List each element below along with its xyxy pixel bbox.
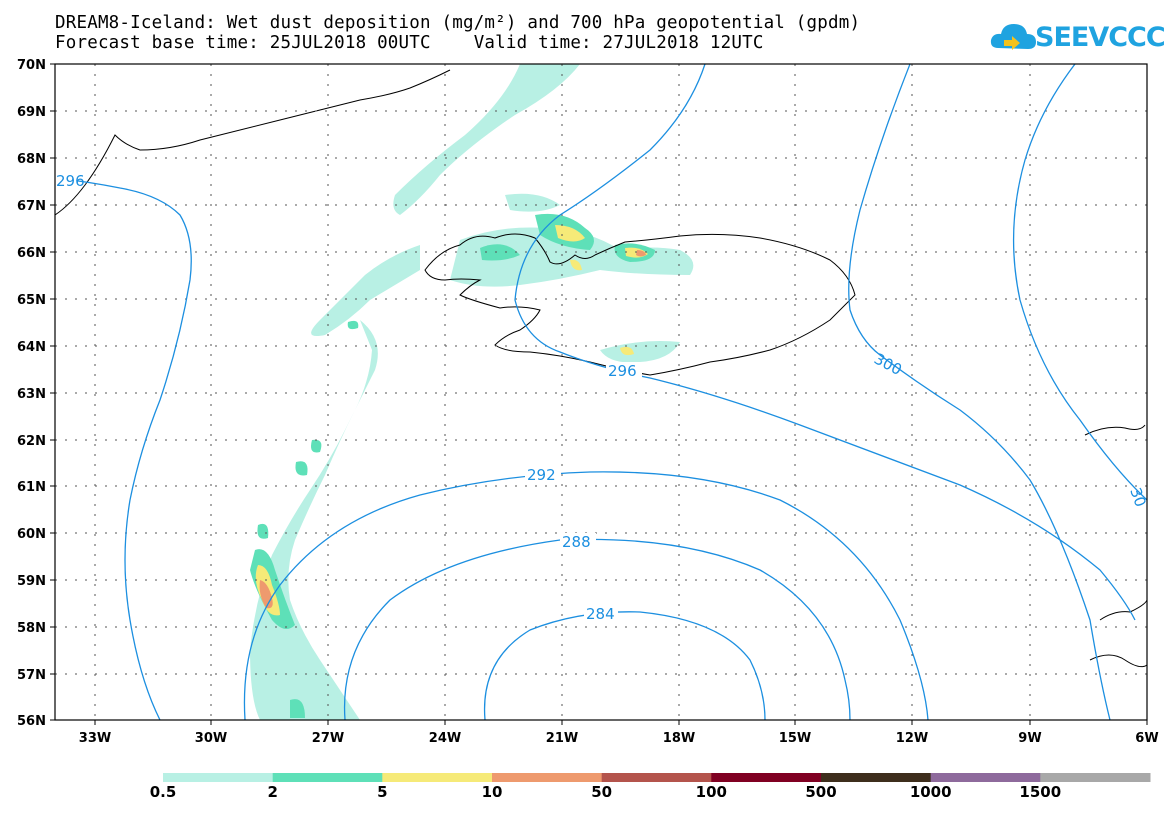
lon-label: 30W xyxy=(195,731,227,746)
contour-label-296-west: 296 xyxy=(56,172,85,190)
lon-label: 33W xyxy=(79,731,111,746)
legend-swatch xyxy=(272,773,383,782)
lat-label: 63N xyxy=(17,387,46,402)
lon-label: 21W xyxy=(546,731,578,746)
geopotential-contours xyxy=(55,64,1147,720)
contour-label-30-east: 30 xyxy=(1126,485,1149,509)
lon-label: 15W xyxy=(779,731,811,746)
contour-label-296: 296 xyxy=(608,362,637,380)
lat-label: 56N xyxy=(17,714,46,729)
lat-label: 62N xyxy=(17,434,46,449)
dust-deposition-field xyxy=(250,64,694,720)
legend-swatch xyxy=(382,773,493,782)
lon-label: 6W xyxy=(1135,731,1158,746)
legend-swatch xyxy=(711,773,822,782)
lat-label: 60N xyxy=(17,527,46,542)
lat-label: 68N xyxy=(17,152,46,167)
legend-label: 50 xyxy=(591,783,613,801)
lat-label: 59N xyxy=(17,574,46,589)
lon-label: 18W xyxy=(663,731,695,746)
latitude-labels: 70N 69N 68N 67N 66N 65N 64N 63N 62N 61N … xyxy=(17,58,46,729)
logo-text: SEEVCCC xyxy=(1035,22,1166,53)
legend-swatch xyxy=(930,773,1041,782)
lat-label: 61N xyxy=(17,480,46,495)
lat-label: 70N xyxy=(17,58,46,73)
axis-ticks xyxy=(50,63,1148,725)
lat-label: 65N xyxy=(17,293,46,308)
lat-label: 64N xyxy=(17,340,46,355)
legend-swatch xyxy=(1040,773,1151,782)
lon-label: 27W xyxy=(312,731,344,746)
lon-label: 24W xyxy=(429,731,461,746)
lat-label: 66N xyxy=(17,246,46,261)
coastlines xyxy=(55,69,1147,668)
lon-label: 12W xyxy=(896,731,928,746)
map-title: DREAM8-Iceland: Wet dust deposition (mg/… xyxy=(55,13,861,33)
legend-swatch xyxy=(492,773,603,782)
legend-label: 500 xyxy=(805,783,837,801)
legend-swatch xyxy=(601,773,712,782)
lat-label: 58N xyxy=(17,621,46,636)
lat-label: 57N xyxy=(17,668,46,683)
legend-label: 5 xyxy=(377,783,388,801)
map-frame xyxy=(54,63,1148,721)
cloud-icon xyxy=(990,24,1036,50)
legend-swatch xyxy=(163,773,274,782)
lat-label: 69N xyxy=(17,105,46,120)
contour-label-288: 288 xyxy=(562,533,591,551)
contour-labels: 284 288 292 296 296 300 30 xyxy=(55,172,1149,623)
legend-label: 1500 xyxy=(1019,783,1062,801)
longitude-labels: 33W 30W 27W 24W 21W 18W 15W 12W 9W 6W xyxy=(79,731,1159,746)
seevccc-logo: SEEVCCC xyxy=(990,18,1166,58)
contour-label-292: 292 xyxy=(527,466,556,484)
legend-label: 10 xyxy=(481,783,503,801)
legend-label: 2 xyxy=(267,783,278,801)
legend-label: 100 xyxy=(695,783,727,801)
map-subtitle: Forecast base time: 25JUL2018 00UTC Vali… xyxy=(55,33,764,53)
legend-label: 0.5 xyxy=(149,783,177,801)
contour-label-284: 284 xyxy=(586,605,615,623)
color-legend xyxy=(163,773,1151,782)
legend-swatch xyxy=(821,773,932,782)
lon-label: 9W xyxy=(1018,731,1041,746)
contour-label-300: 300 xyxy=(871,350,905,379)
lat-label: 67N xyxy=(17,199,46,214)
legend-label: 1000 xyxy=(909,783,952,801)
